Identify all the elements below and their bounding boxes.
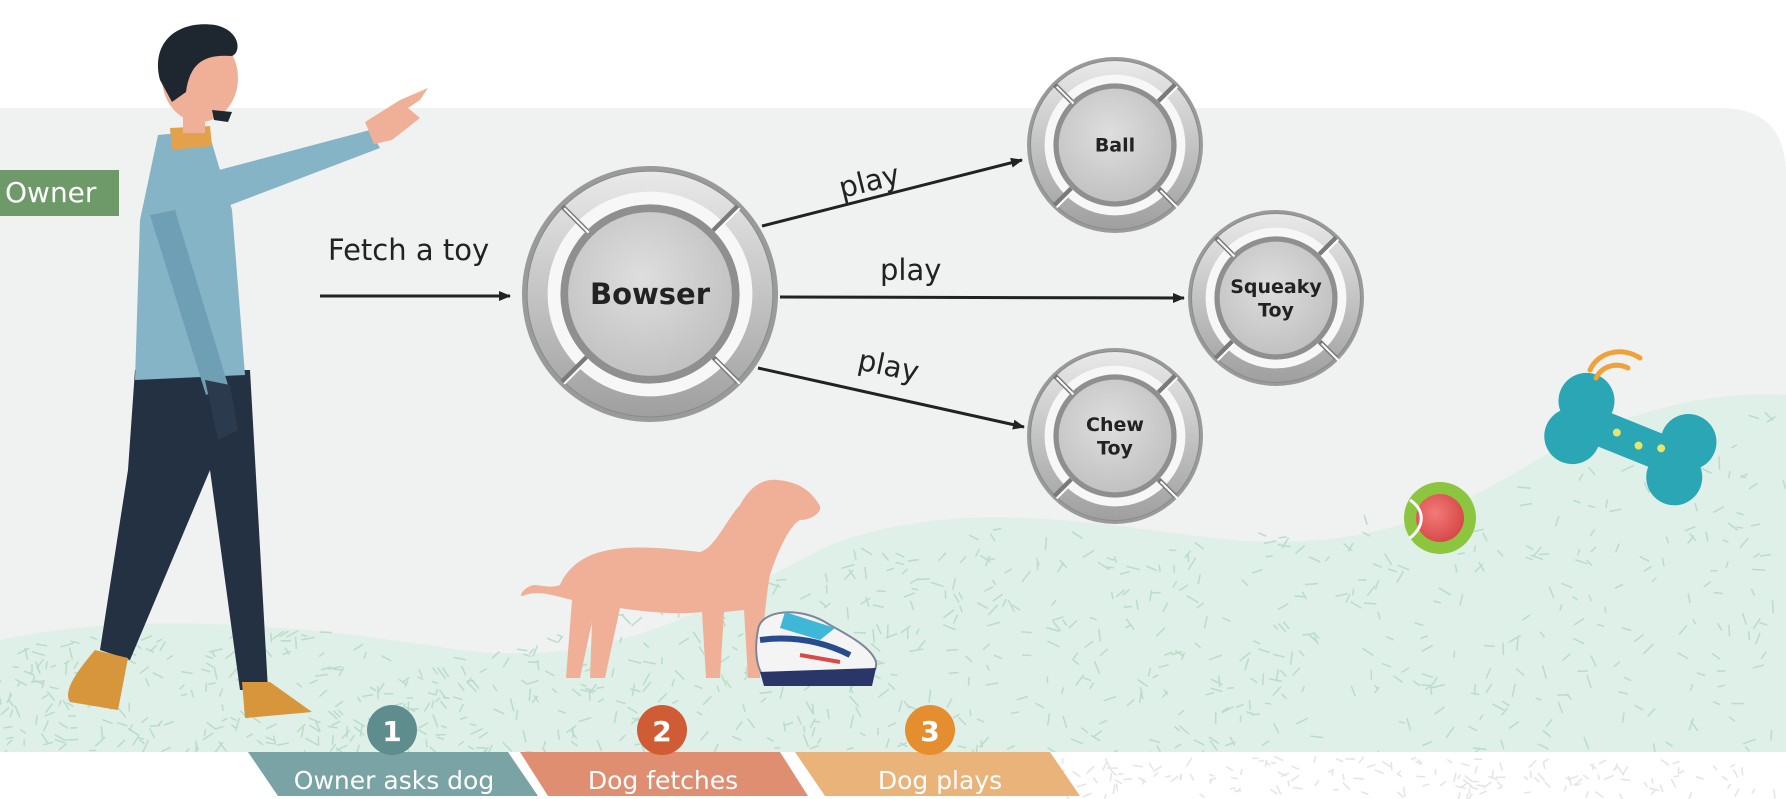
step-1-badge: 1 xyxy=(367,705,417,755)
step-3-ribbon xyxy=(795,752,1080,796)
node-label-chew-0: Chew xyxy=(1086,414,1144,436)
node-label-chew-1: Toy xyxy=(1097,438,1133,460)
step-2-number: 2 xyxy=(652,715,671,748)
squeak-sound-icon xyxy=(1587,349,1643,381)
node-label-squeaky-0: Squeaky xyxy=(1230,276,1322,298)
step-3-number: 3 xyxy=(920,715,939,748)
play-arrow-ball xyxy=(761,157,1023,228)
play-arrow-squeaky xyxy=(779,292,1185,303)
step-2-label: Dog fetches xyxy=(588,766,738,795)
step-2-badge: 2 xyxy=(637,705,687,755)
play-label-squeaky: play xyxy=(880,253,941,287)
sneaker-illustration xyxy=(755,611,878,686)
step-1-label: Owner asks dog xyxy=(294,766,494,795)
node-label-bowser-0: Bowser xyxy=(590,277,711,311)
ground-hills xyxy=(0,394,1786,760)
dog-illustration xyxy=(520,479,821,678)
steps-bar: Owner asks dog Dog fetches Dog plays 1 2… xyxy=(0,705,1786,799)
fetch-label: Fetch a toy xyxy=(328,233,489,267)
owner-person-illustration xyxy=(68,24,428,718)
bone-toy-illustration xyxy=(1544,372,1717,506)
node-label-squeaky-1: Toy xyxy=(1258,300,1294,322)
node-label-ball-0: Ball xyxy=(1095,135,1135,157)
owner-tag-label: Owner xyxy=(5,176,97,209)
node-ball: Ball xyxy=(1027,57,1203,233)
tennis-ball-illustration xyxy=(1404,482,1476,554)
owner-tag: Owner xyxy=(0,170,119,216)
node-bowser: Bowser xyxy=(522,166,778,422)
step-1-number: 1 xyxy=(382,715,401,748)
step-2-ribbon xyxy=(520,752,808,796)
step-1-ribbon xyxy=(248,752,538,796)
step-3-badge: 3 xyxy=(905,705,955,755)
play-arrow-chew xyxy=(757,366,1025,430)
step-3-label: Dog plays xyxy=(878,766,1002,795)
